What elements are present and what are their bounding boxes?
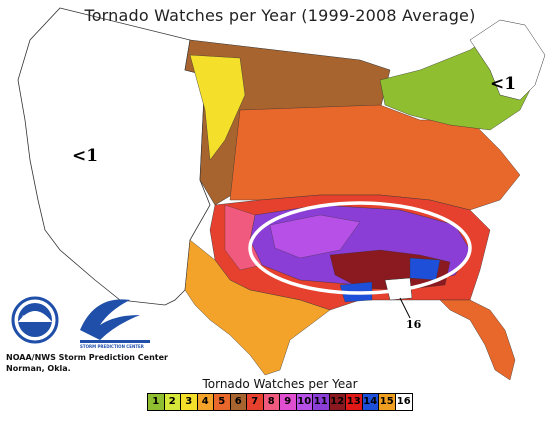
legend-cell-4: 4 [197, 394, 214, 410]
legend-cell-9: 9 [280, 394, 297, 410]
legend-cell-8: 8 [263, 394, 280, 410]
legend-cell-7: 7 [247, 394, 264, 410]
legend-cell-13: 13 [346, 394, 363, 410]
magenta-patch [269, 214, 361, 259]
highlight-ellipse [248, 201, 472, 295]
spc-logo-text: STORM PREDICTION CENTER [80, 344, 144, 349]
noaa-logo-text: NOAA [22, 315, 42, 322]
northeast-value-label: <1 [490, 74, 517, 94]
legend-cell-6: 6 [230, 394, 247, 410]
western-region [17, 7, 211, 306]
max-leader-line [399, 297, 411, 319]
pink-west-edge [224, 204, 263, 271]
legend-cell-10: 10 [296, 394, 313, 410]
texas-orange [184, 239, 331, 376]
legend-cell-12: 12 [329, 394, 346, 410]
legend-cell-5: 5 [214, 394, 231, 410]
legend-cell-2: 2 [164, 394, 181, 410]
map-title: Tornado Watches per Year (1999-2008 Aver… [84, 6, 476, 25]
west-value-label: <1 [72, 146, 99, 166]
legend-cell-16: 16 [395, 394, 412, 410]
legend-cell-14: 14 [362, 394, 379, 410]
northeast-white [469, 19, 546, 101]
credit-line-2: Norman, Okla. [6, 364, 71, 373]
max-value-label: 16 [406, 318, 422, 331]
legend-cell-1: 1 [148, 394, 165, 410]
florida [439, 299, 516, 381]
legend: 1 2 3 4 5 6 7 8 9 10 11 12 13 14 15 16 [147, 393, 413, 411]
noaa-logo [11, 296, 59, 344]
credit-line-1: NOAA/NWS Storm Prediction Center [6, 353, 168, 362]
legend-cell-3: 3 [181, 394, 198, 410]
legend-cell-11: 11 [313, 394, 330, 410]
spc-logo [80, 299, 150, 343]
legend-title: Tornado Watches per Year [202, 377, 358, 391]
blue-patch-2 [409, 257, 441, 281]
legend-cell-15: 15 [379, 394, 396, 410]
northern-yellow-band [189, 54, 246, 161]
